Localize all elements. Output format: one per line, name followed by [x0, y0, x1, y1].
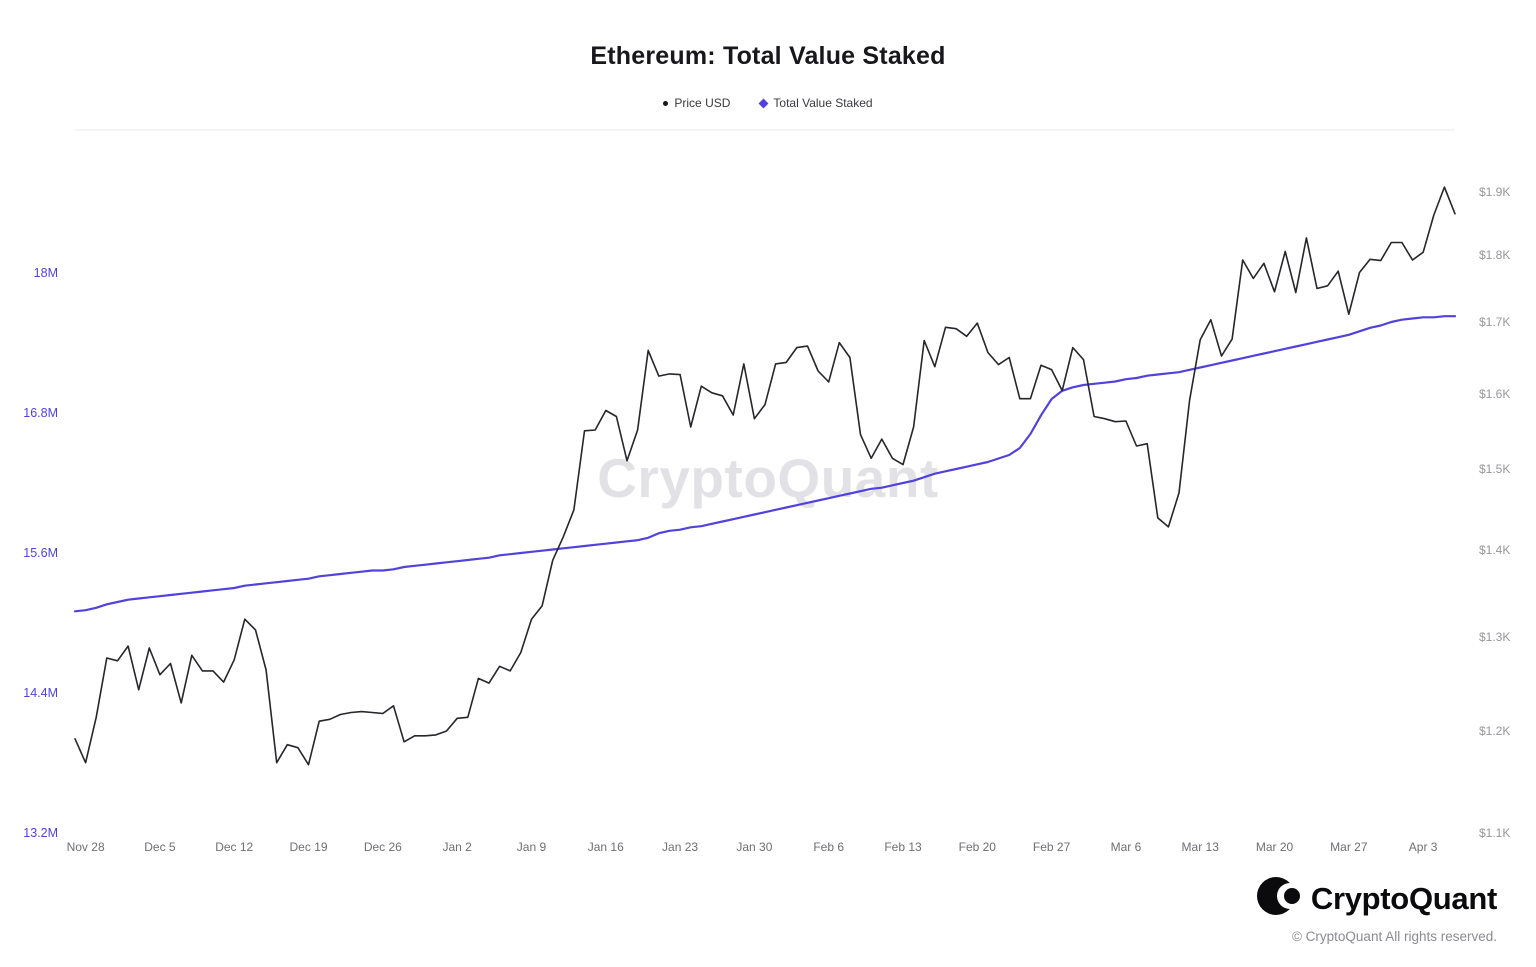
x-axis-tick-label: Jan 2: [442, 840, 472, 854]
x-axis-tick-label: Dec 5: [144, 840, 176, 854]
copyright-text: © CryptoQuant All rights reserved.: [1291, 929, 1497, 944]
chart-legend: Price USD Total Value Staked: [0, 96, 1536, 110]
left-axis-tick-label: 18M: [33, 266, 58, 280]
brand-row: CryptoQuant: [1256, 874, 1497, 923]
x-axis-tick-label: Mar 27: [1330, 840, 1368, 854]
x-axis-tick-label: Feb 6: [813, 840, 845, 854]
legend-marker-circle-icon: [663, 100, 669, 106]
x-axis-tick-label: Feb 20: [958, 840, 996, 854]
right-axis-tick-label: $1.3K: [1479, 630, 1511, 645]
x-axis-tick-label: Dec 26: [363, 840, 402, 854]
footer-branding: CryptoQuant © CryptoQuant All rights res…: [1256, 874, 1497, 944]
x-axis-tick-label: Jan 9: [516, 840, 547, 854]
x-axis-tick-label: Jan 23: [662, 840, 699, 854]
legend-item-total-value-staked[interactable]: Total Value Staked: [758, 96, 873, 110]
brand-wordmark: CryptoQuant: [1310, 880, 1497, 916]
x-axis-tick-label: Feb 13: [884, 840, 922, 854]
x-axis-tick-label: Mar 13: [1181, 840, 1219, 854]
x-axis-tick-label: Jan 30: [736, 840, 773, 854]
x-axis-tick-label: Mar 20: [1255, 840, 1294, 854]
left-axis-tick-label: 15.6M: [23, 546, 58, 560]
right-axis-tick-label: $1.7K: [1479, 315, 1511, 330]
x-axis-tick-label: Dec 12: [215, 840, 254, 854]
left-axis-tick-label: 13.2M: [23, 826, 58, 840]
x-axis-tick-label: Mar 6: [1110, 840, 1142, 854]
right-axis-tick-label: $1.4K: [1479, 543, 1511, 558]
x-axis-tick-label: Apr 3: [1408, 840, 1438, 854]
right-axis-tick-label: $1.5K: [1479, 462, 1511, 477]
legend-label-total-value-staked: Total Value Staked: [773, 96, 873, 110]
price-usd-line: [74, 186, 1456, 766]
left-axis-tick-label: 16.8M: [23, 406, 58, 420]
chart-title: Ethereum: Total Value Staked: [590, 42, 946, 70]
legend-item-price-usd[interactable]: Price USD: [663, 96, 730, 110]
cryptoquant-logo-icon: [1256, 874, 1303, 923]
right-axis-tick-label: $1.2K: [1479, 723, 1511, 738]
left-axis-tick-label: 14.4M: [23, 686, 58, 700]
legend-label-price-usd: Price USD: [674, 96, 731, 110]
right-axis-tick-label: $1.1K: [1479, 826, 1511, 840]
x-axis-tick-label: Dec 19: [289, 840, 328, 854]
x-axis-tick-label: Nov 28: [66, 840, 105, 854]
right-axis-tick-label: $1.6K: [1479, 386, 1511, 401]
total-value-staked-line: [73, 315, 1457, 613]
x-axis-tick-label: Feb 27: [1032, 840, 1071, 854]
x-axis-tick-label: Jan 16: [587, 840, 624, 854]
right-axis-tick-label: $1.9K: [1479, 185, 1511, 199]
right-axis-tick-label: $1.8K: [1479, 248, 1511, 263]
